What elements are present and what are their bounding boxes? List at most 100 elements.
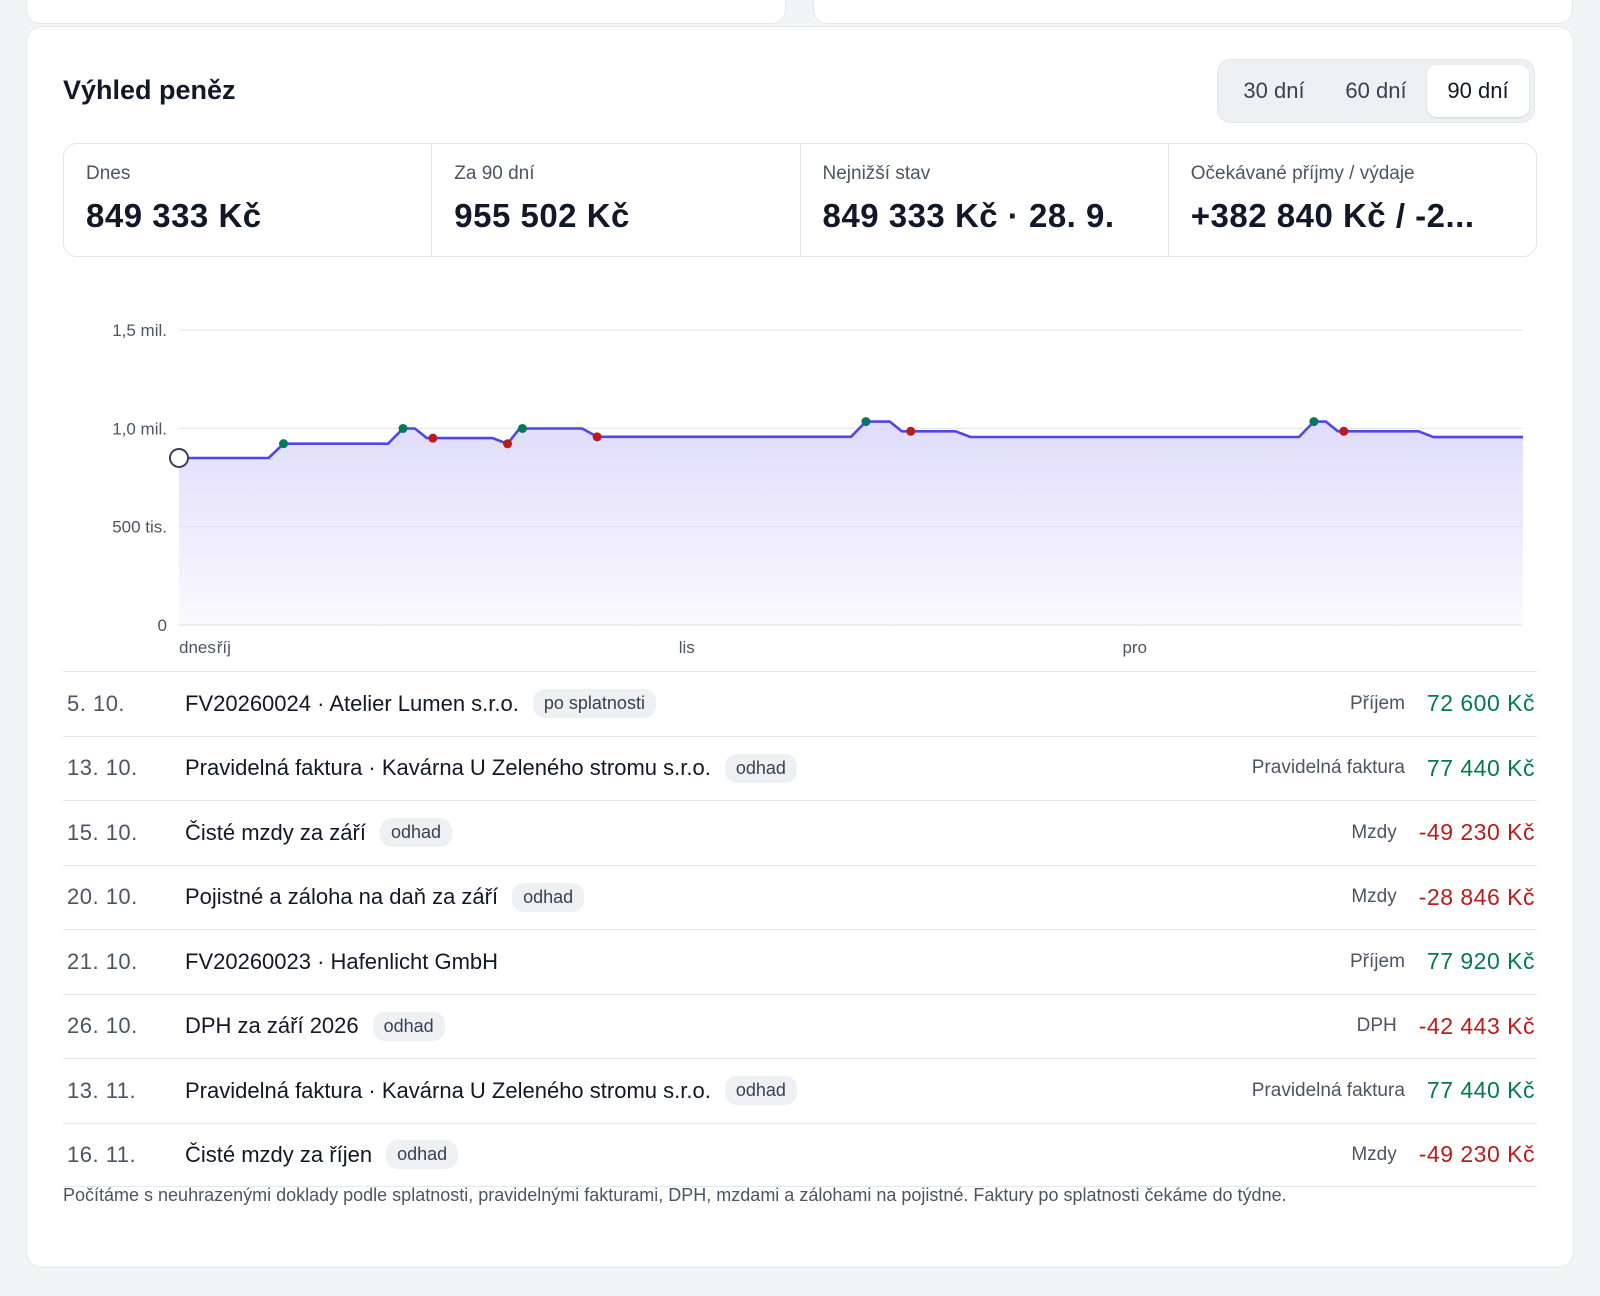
row-amount: -42 443 Kč	[1418, 1012, 1535, 1039]
cash-flow-row[interactable]: 13. 10. Pravidelná faktura · Kavárna U Ze…	[63, 735, 1537, 801]
status-badge: odhad	[512, 882, 585, 912]
row-category: Příjem	[1350, 692, 1405, 714]
row-category: Mzdy	[1351, 821, 1397, 843]
cash-flow-row[interactable]: 21. 10. FV20260023 · Hafenlicht GmbH Příje…	[63, 929, 1537, 994]
cash-flow-row[interactable]: 13. 11. Pravidelná faktura · Kavárna U Ze…	[63, 1058, 1537, 1123]
row-date: 5. 10.	[67, 690, 126, 716]
row-category: Mzdy	[1351, 886, 1397, 908]
x-tick-label: lis	[679, 638, 695, 657]
stat-in-90-days: Za 90 dní 955 502 Kč	[432, 144, 801, 256]
y-tick-label: 0	[158, 616, 167, 635]
y-tick-label: 1,0 mil.	[112, 419, 167, 438]
row-amount: -49 230 Kč	[1418, 1141, 1535, 1168]
row-date: 16. 11.	[67, 1141, 137, 1167]
row-right: Mzdy -49 230 Kč	[1351, 801, 1535, 865]
status-badge: odhad	[379, 818, 452, 848]
row-description: Pravidelná faktura · Kavárna U Zeleného …	[185, 755, 711, 781]
y-tick-label: 500 tis.	[112, 518, 167, 537]
cash-outlook-card: Výhled peněz 30 dní 60 dní 90 dní Dnes 8…	[26, 26, 1574, 1268]
y-tick-label: 1,5 mil.	[112, 321, 167, 340]
row-description: DPH za září 2026	[185, 1013, 359, 1039]
cash-flow-row[interactable]: 20. 10. Pojistné a záloha na daň za září o…	[63, 864, 1537, 930]
row-right: DPH -42 443 Kč	[1357, 995, 1535, 1059]
row-amount: -49 230 Kč	[1418, 819, 1535, 846]
stat-value: 849 333 Kč	[86, 197, 262, 234]
cash-flow-row[interactable]: 16. 11. Čisté mzdy za říjen odhad Mzdy -49 2…	[63, 1122, 1537, 1187]
row-category: Pravidelná faktura	[1251, 757, 1405, 779]
row-date: 20. 10.	[67, 884, 138, 910]
expense-point	[428, 433, 438, 443]
status-badge: odhad	[724, 753, 797, 783]
row-amount: -28 846 Kč	[1418, 883, 1535, 910]
row-amount: 72 600 Kč	[1426, 690, 1535, 717]
stat-label: Očekávané příjmy / výdaje	[1190, 163, 1415, 184]
status-badge: odhad	[386, 1140, 459, 1170]
income-point	[279, 439, 289, 449]
row-date: 13. 11.	[67, 1077, 137, 1103]
income-point	[398, 423, 408, 433]
cash-balance-chart: 0 500 tis. 1,0 mil. 1,5 mil. dnes říj lis pro	[112, 321, 1523, 657]
income-point	[861, 417, 871, 427]
row-right: Příjem 72 600 Kč	[1350, 672, 1535, 736]
status-badge: odhad	[372, 1011, 445, 1041]
row-category: Mzdy	[1351, 1143, 1397, 1165]
row-date: 21. 10.	[67, 948, 138, 974]
stat-value: 955 502 Kč	[454, 197, 630, 234]
today-marker	[169, 447, 189, 468]
stat-lowest-balance: Nejnižší stav 849 333 Kč · 28. 9.	[801, 144, 1169, 256]
cash-flow-row[interactable]: 15. 10. Čisté mzdy za září odhad Mzdy -49 23…	[63, 800, 1537, 865]
row-date: 26. 10.	[67, 1013, 138, 1039]
cash-flow-list: 5. 10. FV20260024 · Atelier Lumen s.r.o. p…	[63, 671, 1537, 1187]
footnote: Počítáme s neuhrazenými doklady podle sp…	[63, 1185, 1287, 1205]
status-badge: po splatnosti	[532, 689, 656, 719]
x-tick-label: dnes	[179, 638, 216, 657]
expense-point	[1339, 426, 1349, 436]
range-60-days-button[interactable]: 60 dní	[1325, 65, 1427, 117]
row-date: 15. 10.	[67, 819, 138, 845]
card-title: Výhled peněz	[63, 75, 236, 105]
cash-flow-row[interactable]: 5. 10. FV20260024 · Atelier Lumen s.r.o. p…	[63, 671, 1537, 736]
previous-card-right	[813, 0, 1573, 24]
row-description: Pravidelná faktura · Kavárna U Zeleného …	[185, 1077, 711, 1103]
stat-label: Nejnižší stav	[822, 163, 931, 184]
stat-label: Za 90 dní	[454, 163, 535, 184]
range-30-days-button[interactable]: 30 dní	[1223, 65, 1325, 117]
row-amount: 77 440 Kč	[1426, 754, 1535, 781]
stat-value: +382 840 Kč / -2...	[1190, 197, 1475, 234]
row-description: FV20260023 · Hafenlicht GmbH	[185, 948, 499, 974]
row-description: Čisté mzdy za říjen	[185, 1141, 373, 1167]
previous-card-left	[26, 0, 786, 24]
row-right: Pravidelná faktura 77 440 Kč	[1252, 1059, 1535, 1123]
summary-stats: Dnes 849 333 Kč Za 90 dní 955 502 Kč Nej…	[63, 143, 1537, 257]
x-tick-label: říj	[217, 638, 231, 657]
expense-point	[592, 432, 602, 442]
row-right: Mzdy -49 230 Kč	[1351, 1124, 1535, 1187]
income-point	[517, 423, 527, 433]
expense-point	[503, 439, 513, 449]
status-badge: odhad	[724, 1076, 797, 1106]
row-amount: 77 920 Kč	[1426, 948, 1535, 975]
row-category: Pravidelná faktura	[1251, 1079, 1405, 1101]
stat-label: Dnes	[86, 163, 131, 184]
row-right: Mzdy -28 846 Kč	[1351, 866, 1535, 930]
stat-value: 849 333 Kč · 28. 9.	[822, 197, 1115, 234]
income-point	[1309, 417, 1319, 427]
row-description: Pojistné a záloha na daň za září	[185, 884, 499, 910]
cash-flow-row[interactable]: 26. 10. DPH za září 2026 odhad DPH -42 443 K…	[63, 993, 1537, 1059]
row-category: Příjem	[1350, 950, 1405, 972]
row-description: FV20260024 · Atelier Lumen s.r.o.	[185, 690, 519, 716]
row-description: Čisté mzdy za září	[185, 819, 366, 845]
expense-point	[906, 426, 916, 436]
x-tick-label: pro	[1122, 638, 1147, 657]
range-switch: 30 dní 60 dní 90 dní	[1217, 59, 1535, 123]
row-right: Příjem 77 920 Kč	[1350, 930, 1535, 994]
row-right: Pravidelná faktura 77 440 Kč	[1252, 737, 1535, 801]
balance-area	[179, 421, 1523, 625]
row-date: 13. 10.	[67, 755, 138, 781]
stat-today: Dnes 849 333 Kč	[64, 144, 433, 256]
balance-line	[179, 420, 1523, 460]
stat-expected-income-expense: Očekávané příjmy / výdaje +382 840 Kč / …	[1169, 144, 1536, 256]
range-90-days-button[interactable]: 90 dní	[1427, 65, 1529, 117]
row-amount: 77 440 Kč	[1426, 1077, 1535, 1104]
row-category: DPH	[1356, 1015, 1397, 1037]
